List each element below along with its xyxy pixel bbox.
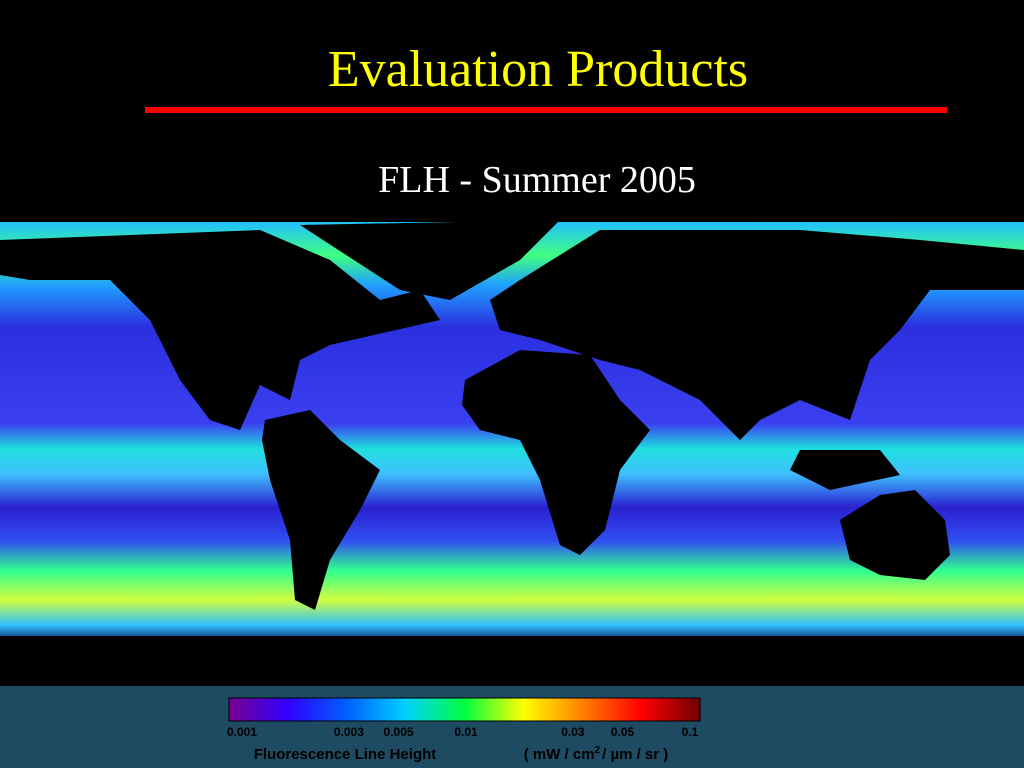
colorbar-tick-label: 0.1	[682, 725, 699, 739]
title: Evaluation Products	[328, 41, 748, 98]
units-sup: 2	[595, 745, 601, 756]
colorbar-tick-label: 0.03	[561, 725, 585, 739]
colorbar-label: Fluorescence Line Height	[254, 746, 437, 763]
subtitle: FLH - Summer 2005	[378, 159, 696, 201]
colorbar-gradient	[228, 697, 701, 722]
title-rule	[145, 107, 947, 113]
map	[0, 220, 1024, 686]
colorbar-tick-label: 0.001	[227, 725, 257, 739]
units-part: ( mW / cm	[524, 746, 595, 763]
land	[0, 220, 1024, 686]
colorbar-units: ( mW / cm2/ µm / sr )	[524, 745, 669, 763]
colorbar: Fluorescence Line Height ( mW / cm2/ µm …	[227, 697, 701, 763]
colorbar-tick-label: 0.01	[454, 725, 478, 739]
colorbar-tick-label: 0.005	[384, 725, 414, 739]
colorbar-tick-label: 0.003	[334, 725, 364, 739]
colorbar-tick-label: 0.05	[611, 725, 635, 739]
units-part: / µm / sr )	[602, 746, 668, 763]
